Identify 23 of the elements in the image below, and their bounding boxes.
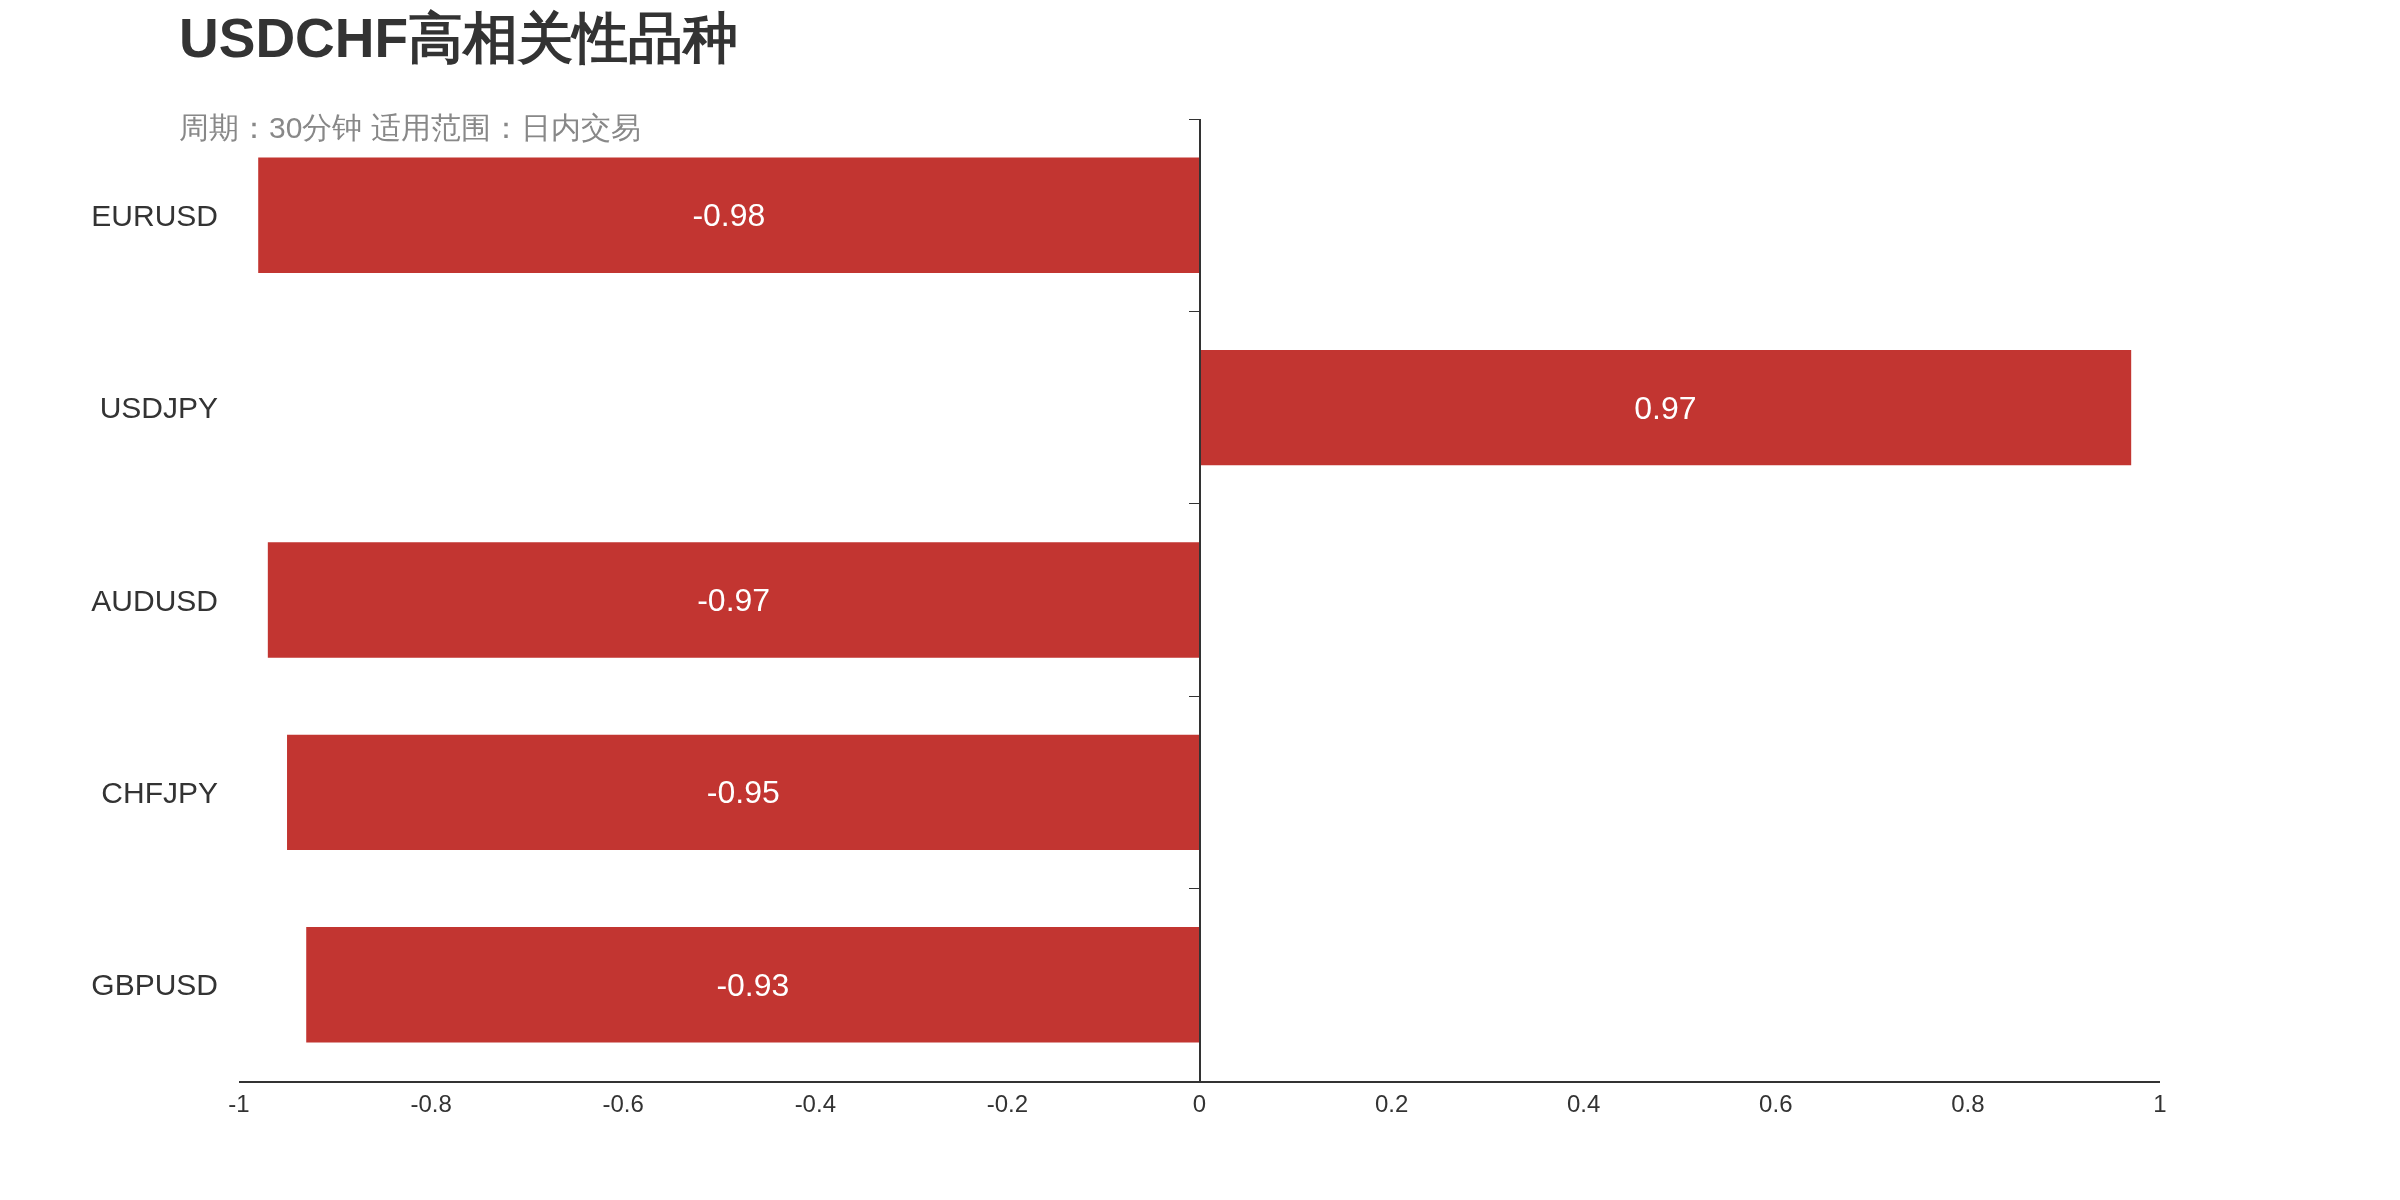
y-tick-label: EURUSD [91, 198, 218, 232]
x-tick-label: 0.2 [1374, 1089, 1409, 1117]
x-tick-label: -1 [228, 1089, 250, 1117]
y-tick-label: AUDUSD [91, 583, 218, 617]
x-tick-label: 0.6 [1759, 1089, 1793, 1117]
x-tick-label: -0.4 [794, 1089, 836, 1117]
x-tick-label: 0 [1192, 1089, 1207, 1117]
y-tick-label: CHFJPY [101, 775, 218, 809]
data-label: -0.98 [692, 197, 766, 234]
x-tick-label: 0.8 [1951, 1089, 1985, 1117]
x-tick-label: -0.8 [410, 1089, 452, 1117]
chart-subtitle: 周期：30分钟 适用范围：日内交易 [179, 110, 641, 144]
chart-title: USDCHF高相关性品种 [179, 6, 739, 69]
data-label: -0.97 [697, 582, 771, 618]
data-label: -0.93 [716, 966, 790, 1003]
x-tick-label: -0.2 [986, 1089, 1029, 1117]
y-tick-label: GBPUSD [91, 968, 218, 1002]
data-label: 0.97 [1634, 389, 1697, 426]
data-label: -0.95 [706, 774, 780, 811]
x-tick-label: -0.6 [602, 1089, 644, 1117]
x-tick-label: 1 [2153, 1089, 2167, 1117]
x-tick-label: 0.4 [1567, 1089, 1601, 1117]
y-tick-label: USDJPY [99, 391, 218, 425]
